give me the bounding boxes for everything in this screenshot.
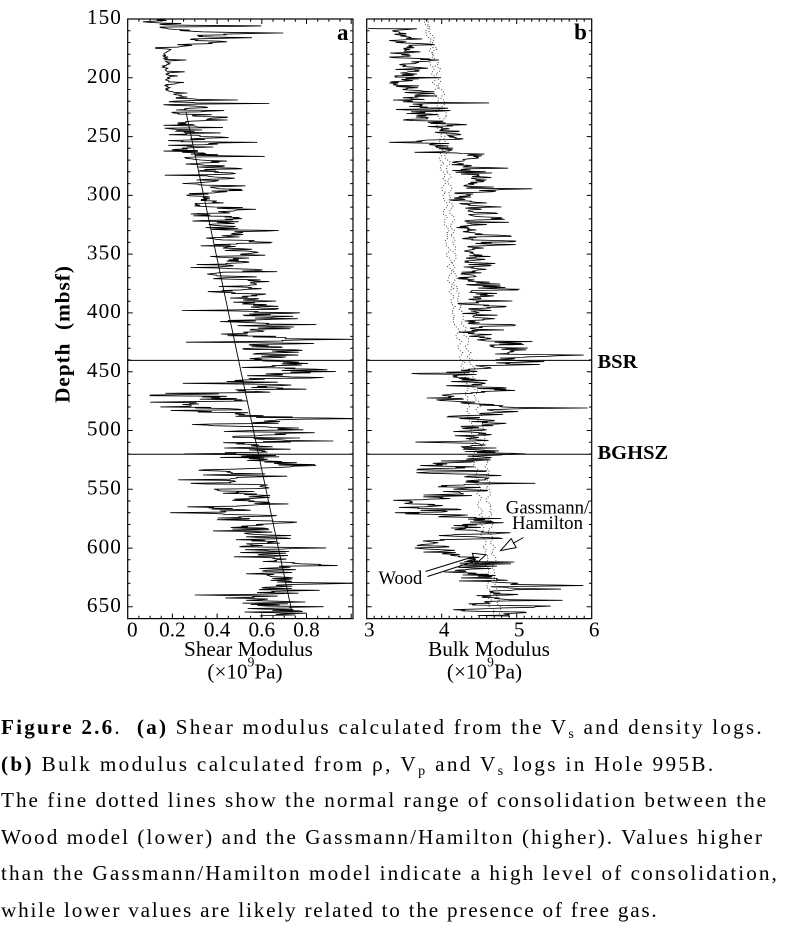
svg-text:300: 300 <box>87 182 122 206</box>
svg-text:0.2: 0.2 <box>159 618 185 642</box>
svg-text:0.4: 0.4 <box>204 618 231 642</box>
svg-text:BGHSZ: BGHSZ <box>598 442 669 464</box>
svg-text:150: 150 <box>87 5 122 29</box>
svg-text:650: 650 <box>87 593 122 617</box>
svg-text:Bulk Modulus: Bulk Modulus <box>428 637 550 661</box>
svg-text:0.6: 0.6 <box>249 618 275 642</box>
svg-text:Hamilton: Hamilton <box>512 513 584 534</box>
svg-text:600: 600 <box>87 534 122 558</box>
svg-text:a: a <box>337 20 349 45</box>
svg-text:0.8: 0.8 <box>293 618 319 642</box>
svg-text:200: 200 <box>87 64 122 88</box>
svg-text:Depth (mbsf): Depth (mbsf) <box>51 265 75 403</box>
svg-text:(×109Pa): (×109Pa) <box>447 655 522 684</box>
svg-text:250: 250 <box>87 123 122 147</box>
svg-text:b: b <box>574 19 587 44</box>
svg-text:5: 5 <box>514 618 525 642</box>
svg-text:450: 450 <box>87 358 122 382</box>
svg-text:0: 0 <box>127 618 138 642</box>
svg-text:Shear Modulus: Shear Modulus <box>184 637 313 661</box>
svg-text:BSR: BSR <box>598 351 638 373</box>
svg-text:Wood: Wood <box>379 569 423 589</box>
svg-text:3: 3 <box>364 618 375 642</box>
svg-text:4: 4 <box>439 618 450 642</box>
svg-text:6: 6 <box>589 618 600 642</box>
svg-text:(×109Pa): (×109Pa) <box>207 655 282 684</box>
svg-text:500: 500 <box>87 417 122 441</box>
svg-text:550: 550 <box>87 476 122 500</box>
svg-text:Gassmann/: Gassmann/ <box>506 497 590 518</box>
svg-text:350: 350 <box>87 240 122 264</box>
svg-text:400: 400 <box>87 299 122 323</box>
